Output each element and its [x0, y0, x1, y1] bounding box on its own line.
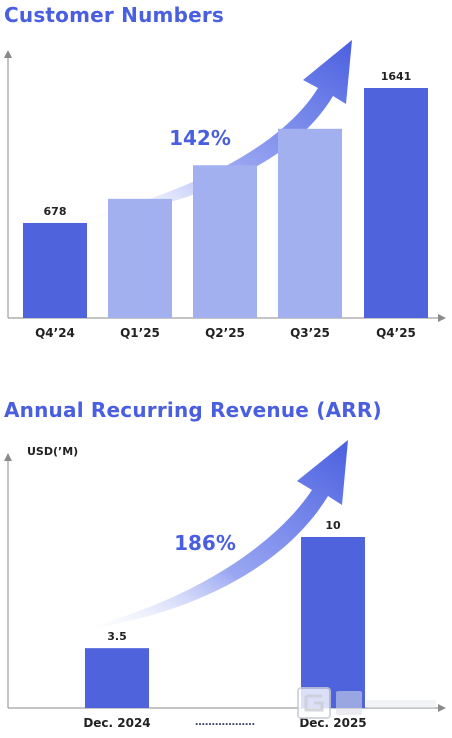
x-tick-label: Q4’24: [35, 326, 75, 340]
data-label: 3.5: [107, 630, 127, 643]
x-tick-label: Dec. 2025: [299, 716, 366, 730]
bar-0: [23, 222, 87, 318]
x-tick-label: Dec. 2024: [83, 716, 150, 730]
data-label: 1641: [381, 70, 412, 83]
x-tick-label: Q4’25: [376, 326, 416, 340]
arr-y-axis-label: USD(’M): [27, 445, 79, 458]
x-tick-label: Q2’25: [205, 326, 245, 340]
growth-label: 142%: [169, 126, 231, 150]
bar-2: [193, 165, 257, 318]
growth-arrow: [68, 440, 348, 632]
x-tick-label: Q1’25: [120, 326, 160, 340]
customer-numbers-chart: 142% Q4’24 678 Q1’25 Q2’25 Q3’25 Q4’25 1641: [4, 40, 446, 340]
watermark-logo: [297, 687, 436, 719]
data-label: 678: [44, 205, 67, 218]
x-axis-arrowhead: [438, 704, 446, 712]
y-axis-arrowhead: [4, 50, 12, 58]
chart-title-customers: Customer Numbers: [4, 3, 225, 27]
data-label: 10: [325, 519, 341, 532]
growth-label: 186%: [174, 531, 236, 555]
bar-3: [278, 128, 342, 318]
bar-0: [85, 648, 149, 708]
x-tick-label: Q3’25: [290, 326, 330, 340]
bar-1: [301, 537, 365, 708]
bar-1: [108, 198, 172, 318]
x-axis-arrowhead: [438, 314, 446, 322]
y-axis-arrowhead: [4, 453, 12, 461]
axis-separator-dots: ………………: [195, 717, 255, 728]
bar-4: [364, 88, 428, 318]
chart-title-arr: Annual Recurring Revenue (ARR): [4, 398, 382, 422]
